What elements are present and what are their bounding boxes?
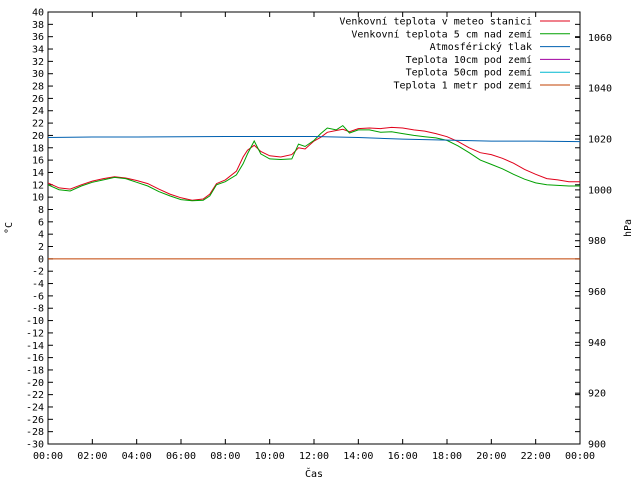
legend-label-1: Venkovní teplota v meteo stanici <box>339 16 532 28</box>
series-line-3 <box>47 136 581 143</box>
left-tick-label: -16 <box>26 353 44 364</box>
right-tick-label: 1020 <box>588 135 612 146</box>
right-tick-label: 940 <box>588 338 606 349</box>
x-tick-label: 06:00 <box>166 451 196 462</box>
series-line-2 <box>47 124 580 202</box>
left-tick-label: 10 <box>32 193 44 204</box>
left-tick-label: -24 <box>26 402 44 413</box>
x-tick-label: 00:00 <box>33 451 63 462</box>
left-tick-label: 28 <box>32 82 44 93</box>
y-axis-left-label: °C <box>4 222 15 234</box>
right-tick-label: 900 <box>588 440 606 451</box>
left-tick-label: 18 <box>32 143 44 154</box>
legend-label-4: Teplota 10cm pod zemí <box>406 54 532 66</box>
x-tick-label: 18:00 <box>432 451 462 462</box>
x-tick-label: 12:00 <box>299 451 329 462</box>
y-axis-right-label: hPa <box>623 219 634 237</box>
left-tick-label: 22 <box>32 119 44 130</box>
legend: Venkovní teplota v meteo staniciVenkovní… <box>339 16 570 92</box>
x-tick-label: 20:00 <box>476 451 506 462</box>
left-tick-label: -18 <box>26 365 44 376</box>
left-tick-label: -14 <box>26 341 44 352</box>
x-tick-label: 14:00 <box>343 451 373 462</box>
left-tick-label: 32 <box>32 57 44 68</box>
left-tick-label: -12 <box>26 328 44 339</box>
left-tick-label: 14 <box>32 168 44 179</box>
x-tick-label: 22:00 <box>521 451 551 462</box>
left-tick-label: -30 <box>26 440 44 451</box>
legend-label-6: Teplota 1 metr pod zemí <box>394 80 532 92</box>
left-tick-label: -6 <box>32 291 44 302</box>
left-tick-label: -8 <box>32 304 44 315</box>
left-tick-label: 24 <box>32 106 44 117</box>
x-axis-ticks: 00:00 02:00 04:00 06:00 08:00 10:00 12:00 14:00… <box>33 12 595 462</box>
x-tick-label: 04:00 <box>122 451 152 462</box>
legend-label-2: Venkovní teplota 5 cm nad zemí <box>351 28 532 40</box>
right-tick-label: 1060 <box>588 33 612 44</box>
left-tick-label: -26 <box>26 415 44 426</box>
left-tick-label: 36 <box>32 32 44 43</box>
right-tick-label: 1000 <box>588 185 612 196</box>
x-tick-label: 16:00 <box>388 451 418 462</box>
left-tick-label: 6 <box>38 217 44 228</box>
right-tick-label: 1040 <box>588 84 612 95</box>
right-tick-label: 980 <box>588 236 606 247</box>
x-tick-label: 02:00 <box>77 451 107 462</box>
left-tick-label: 0 <box>38 254 44 265</box>
left-tick-label: -28 <box>26 427 44 438</box>
left-tick-label: -2 <box>32 267 44 278</box>
series-lines <box>47 124 581 260</box>
left-tick-label: 2 <box>38 242 44 253</box>
left-tick-label: 20 <box>32 131 44 142</box>
left-axis-ticks: 4038363432302826242220181614121086420-2-… <box>26 8 580 451</box>
legend-label-3: Atmosférický tlak <box>430 41 532 53</box>
left-tick-label: -10 <box>26 316 44 327</box>
x-axis-label: Čas <box>305 467 323 480</box>
left-tick-label: 30 <box>32 69 44 80</box>
left-tick-label: 34 <box>32 45 44 56</box>
left-tick-label: 8 <box>38 205 44 216</box>
x-tick-label: 10:00 <box>255 451 285 462</box>
left-tick-label: -4 <box>32 279 44 290</box>
right-axis-ticks: 1060 1040 1020 1000 980 960 940 920 900 <box>575 33 612 451</box>
left-tick-label: 16 <box>32 156 44 167</box>
series-line-1 <box>47 126 580 201</box>
left-tick-label: -22 <box>26 390 44 401</box>
left-tick-label: 4 <box>38 230 44 241</box>
right-tick-label: 960 <box>588 287 606 298</box>
right-tick-label: 920 <box>588 389 606 400</box>
x-tick-label: 00:00 <box>565 451 595 462</box>
left-tick-label: 26 <box>32 94 44 105</box>
left-tick-label: 38 <box>32 20 44 31</box>
left-tick-label: 12 <box>32 180 44 191</box>
legend-label-5: Teplota 50cm pod zemí <box>406 67 532 79</box>
left-tick-label: -20 <box>26 378 44 389</box>
left-tick-label: 40 <box>32 8 44 19</box>
x-tick-label: 08:00 <box>210 451 240 462</box>
